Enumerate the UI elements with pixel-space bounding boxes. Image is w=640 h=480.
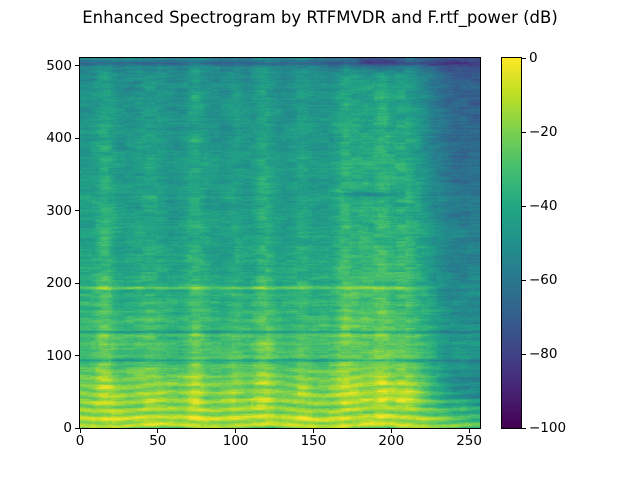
y-tick-mark [75, 355, 79, 357]
x-tick-mark [235, 429, 237, 433]
axes-frame [79, 57, 481, 429]
x-tick-label: 150 [300, 433, 327, 449]
y-tick-mark [75, 210, 79, 212]
colorbar-tick-mark [522, 205, 526, 207]
y-tick-mark [75, 282, 79, 284]
x-tick-label: 200 [378, 433, 405, 449]
x-tick-mark [79, 429, 81, 433]
y-tick-label: 300 [46, 202, 72, 219]
y-tick-mark [75, 65, 79, 67]
colorbar-tick-mark [522, 57, 526, 59]
colorbar-tick-label: −80 [529, 346, 558, 362]
y-tick-label: 200 [46, 275, 72, 292]
x-tick-label: 50 [149, 433, 167, 449]
colorbar-tick-label: 0 [529, 50, 538, 66]
y-tick-label: 400 [46, 130, 72, 147]
colorbar-gradient [502, 58, 521, 428]
y-tick-mark [75, 137, 79, 139]
colorbar-frame [501, 57, 522, 429]
colorbar-tick-label: −60 [529, 272, 558, 288]
colorbar-tick-label: −40 [529, 198, 558, 214]
x-tick-mark [468, 429, 470, 433]
y-tick-label: 100 [46, 347, 72, 364]
colorbar-tick-mark [522, 353, 526, 355]
plot-title: Enhanced Spectrogram by RTFMVDR and F.rt… [82, 8, 558, 27]
spectrogram-image [80, 58, 480, 428]
x-tick-label: 250 [456, 433, 482, 449]
y-tick-label: 500 [46, 57, 72, 74]
y-tick-label: 0 [63, 420, 72, 436]
colorbar-tick-label: −100 [529, 420, 567, 436]
x-tick-mark [312, 429, 314, 433]
colorbar-tick-mark [522, 427, 526, 429]
x-tick-mark [390, 429, 392, 433]
x-tick-mark [157, 429, 159, 433]
y-tick-mark [75, 427, 79, 429]
colorbar-tick-mark [522, 279, 526, 281]
colorbar-tick-label: −20 [529, 124, 558, 140]
colorbar-tick-mark [522, 131, 526, 133]
x-tick-label: 100 [222, 433, 249, 449]
x-tick-label: 0 [75, 433, 85, 449]
